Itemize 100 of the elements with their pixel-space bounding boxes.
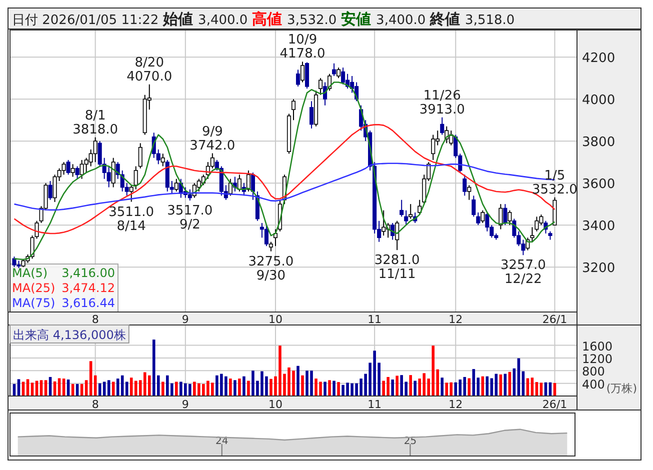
candlestick xyxy=(404,210,408,226)
y-tick-label: 4000 xyxy=(582,93,616,108)
annotation: 9/9 3742.0 xyxy=(190,124,236,154)
x-tick-label: 9 xyxy=(182,398,189,411)
text: MA(25) xyxy=(12,281,56,295)
candlestick xyxy=(534,216,539,232)
bar xyxy=(409,375,412,396)
candlestick xyxy=(440,116,444,136)
candlestick xyxy=(264,224,268,247)
annotation: 8/20 4070.0 xyxy=(126,55,172,84)
annotation: 3511.0 8/14 xyxy=(108,204,154,234)
annotation: 3275.0 9/30 xyxy=(248,254,294,284)
y-tick-label: 400 xyxy=(582,377,605,392)
candlestick xyxy=(34,220,39,240)
y-tick-label: 800 xyxy=(582,364,605,379)
candlestick xyxy=(48,180,52,200)
candlestick xyxy=(467,184,472,200)
annotation: 3,474.12 xyxy=(62,281,115,295)
chart-title: 出来高 4,136,000株 xyxy=(13,328,126,342)
bar xyxy=(337,382,340,396)
annotation: 3281.0 11/11 xyxy=(374,253,420,282)
candlestick xyxy=(341,67,346,85)
candlestick xyxy=(390,222,395,240)
annotation: 3257.0 12/22 xyxy=(500,258,546,288)
candlestick xyxy=(472,195,476,218)
x-tick-label: 10 xyxy=(268,313,282,326)
candlestick xyxy=(250,172,255,200)
bar xyxy=(229,378,232,396)
annotation: 1/5 3532.0 xyxy=(532,168,578,198)
candlestick xyxy=(508,210,512,226)
candlestick xyxy=(300,61,305,83)
bar xyxy=(454,382,458,396)
candlestick xyxy=(75,166,80,180)
y-tick-label: 3200 xyxy=(582,261,616,276)
candlestick xyxy=(309,100,314,129)
candlestick xyxy=(174,178,178,192)
bar xyxy=(328,380,331,396)
bar xyxy=(445,382,448,396)
bar xyxy=(238,378,241,396)
series-label: MA(5) xyxy=(12,266,48,280)
candlestick xyxy=(134,166,138,190)
x-tick-label: 11 xyxy=(368,313,382,326)
candlestick xyxy=(296,69,300,87)
y-tick-label: 3400 xyxy=(582,219,616,234)
bar xyxy=(414,380,417,396)
bar xyxy=(332,380,336,396)
x-tick-label: 12 xyxy=(448,398,463,411)
candlestick xyxy=(138,142,142,169)
candlestick xyxy=(304,62,310,90)
candlestick xyxy=(318,78,323,96)
text: MA(75) xyxy=(12,296,56,310)
y-tick-label: 1600 xyxy=(582,339,613,354)
bar xyxy=(296,366,300,396)
x-tick-label: 26/1 xyxy=(542,313,568,326)
bar xyxy=(440,378,444,396)
candlestick xyxy=(408,204,413,220)
x-tick-label: 8 xyxy=(92,313,99,326)
candlestick xyxy=(395,220,400,251)
x-tick-label: 11 xyxy=(368,398,382,411)
y-axis-title: (万株) xyxy=(606,382,637,395)
candlestick xyxy=(462,174,467,196)
bar xyxy=(301,375,304,396)
candlestick xyxy=(498,204,503,230)
x-tick-label: 10 xyxy=(268,398,282,411)
annotation: 8/1 3818.0 xyxy=(72,108,118,138)
annotation: 10/9 4178.0 xyxy=(280,32,326,62)
candlestick xyxy=(66,159,70,176)
candlestick xyxy=(160,153,165,167)
annotation: 3,616.44 xyxy=(62,296,115,310)
candlestick xyxy=(70,164,75,178)
x-tick-label: 26/1 xyxy=(542,398,568,411)
candlestick xyxy=(30,235,34,260)
annotation: 11/26 3913.0 xyxy=(419,88,465,118)
candlestick xyxy=(188,188,192,201)
x-tick-label: 12 xyxy=(448,313,463,326)
annotation: 3,416.00 xyxy=(62,266,115,280)
candlestick xyxy=(129,184,134,202)
bar xyxy=(161,382,164,396)
candlestick xyxy=(431,134,436,160)
candlestick xyxy=(332,62,336,76)
x-tick-label: 9 xyxy=(182,313,189,326)
candlestick xyxy=(400,199,404,218)
candlestick xyxy=(93,136,98,163)
bar xyxy=(234,380,236,396)
bar xyxy=(247,380,250,396)
candlestick xyxy=(336,67,341,79)
candlestick xyxy=(480,210,485,224)
candlestick xyxy=(476,212,480,226)
y-tick-label: 3600 xyxy=(582,177,616,192)
bar xyxy=(242,376,246,396)
bar xyxy=(396,376,398,396)
x-tick-label: 8 xyxy=(92,398,99,411)
candlestick xyxy=(111,157,116,188)
bar xyxy=(391,380,394,396)
y-tick-label: 3800 xyxy=(582,135,616,150)
bar xyxy=(148,375,151,396)
candlestick xyxy=(530,226,534,242)
y-tick-label: 4200 xyxy=(582,51,616,66)
bar xyxy=(175,382,178,396)
candlestick xyxy=(268,241,273,252)
